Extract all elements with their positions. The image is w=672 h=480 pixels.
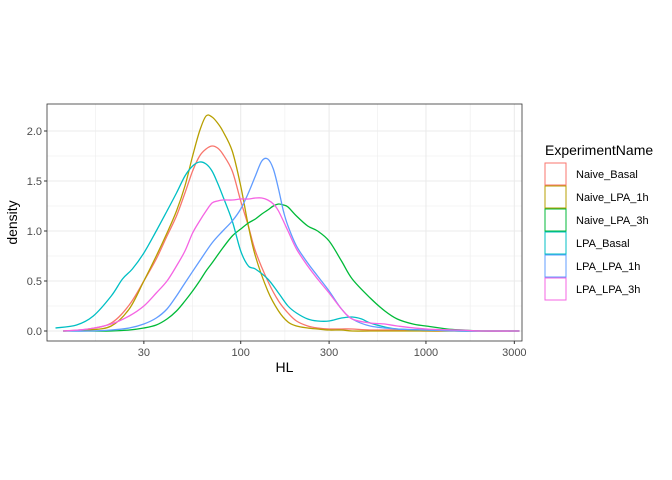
series-line-naive-basal xyxy=(63,145,520,332)
legend-item-lpa-lpa-3h: LPA_LPA_3h xyxy=(544,277,640,301)
legend-title: ExperimentName xyxy=(545,142,653,158)
y-tick-label: 0.5 xyxy=(27,276,42,288)
series-line-lpa-lpa-3h xyxy=(63,197,520,332)
legend-item-naive-lpa-3h: Naive_LPA_3h xyxy=(544,208,649,232)
legend-item-lpa-basal: LPA_Basal xyxy=(544,231,630,255)
legend-key xyxy=(544,277,567,301)
x-tick-label: 30 xyxy=(138,347,150,359)
series-line-naive-lpa-1h xyxy=(63,114,520,332)
legend-key xyxy=(544,185,567,209)
legend-item-lpa-lpa-1h: LPA_LPA_1h xyxy=(544,254,640,278)
y-tick-label: 2.0 xyxy=(27,126,42,138)
series-line-lpa-lpa-1h xyxy=(63,157,520,332)
legend-label: Naive_Basal xyxy=(576,169,638,181)
y-tick-label: 1.5 xyxy=(27,176,42,188)
grid-lines xyxy=(47,104,522,341)
x-tick-label: 1000 xyxy=(414,347,438,359)
legend-key xyxy=(544,254,567,278)
y-tick-label: 0.0 xyxy=(27,326,42,338)
legend: ExperimentName Naive_BasalNaive_LPA_1hNa… xyxy=(544,142,653,301)
x-axis-title: HL xyxy=(276,359,294,375)
x-tick-label: 3000 xyxy=(502,347,526,359)
legend-label: LPA_LPA_3h xyxy=(576,284,640,296)
y-axis-title: density xyxy=(4,200,20,244)
legend-label: Naive_LPA_1h xyxy=(576,192,649,204)
x-tick-label: 300 xyxy=(320,347,338,359)
axes: 0.0 0.5 1.0 1.5 2.0 30 100 300 1000 3000 xyxy=(27,126,527,359)
legend-items: Naive_Basal Naive_LPA_1h Naive_LPA_3h LPA_B… xyxy=(544,162,649,301)
y-tick-label: 1.0 xyxy=(27,226,42,238)
legend-key xyxy=(544,162,567,186)
legend-label: LPA_LPA_1h xyxy=(576,261,640,273)
density-curves xyxy=(55,114,520,332)
legend-label: LPA_Basal xyxy=(576,238,630,250)
panel-border xyxy=(46,103,523,342)
legend-item-naive-basal: Naive_Basal xyxy=(544,162,638,186)
series-line-naive-lpa-3h xyxy=(63,203,520,332)
legend-key xyxy=(544,208,567,232)
legend-label: Naive_LPA_3h xyxy=(576,215,649,227)
legend-item-naive-lpa-1h: Naive_LPA_1h xyxy=(544,185,649,209)
legend-key xyxy=(544,231,567,255)
x-tick-label: 100 xyxy=(232,347,250,359)
